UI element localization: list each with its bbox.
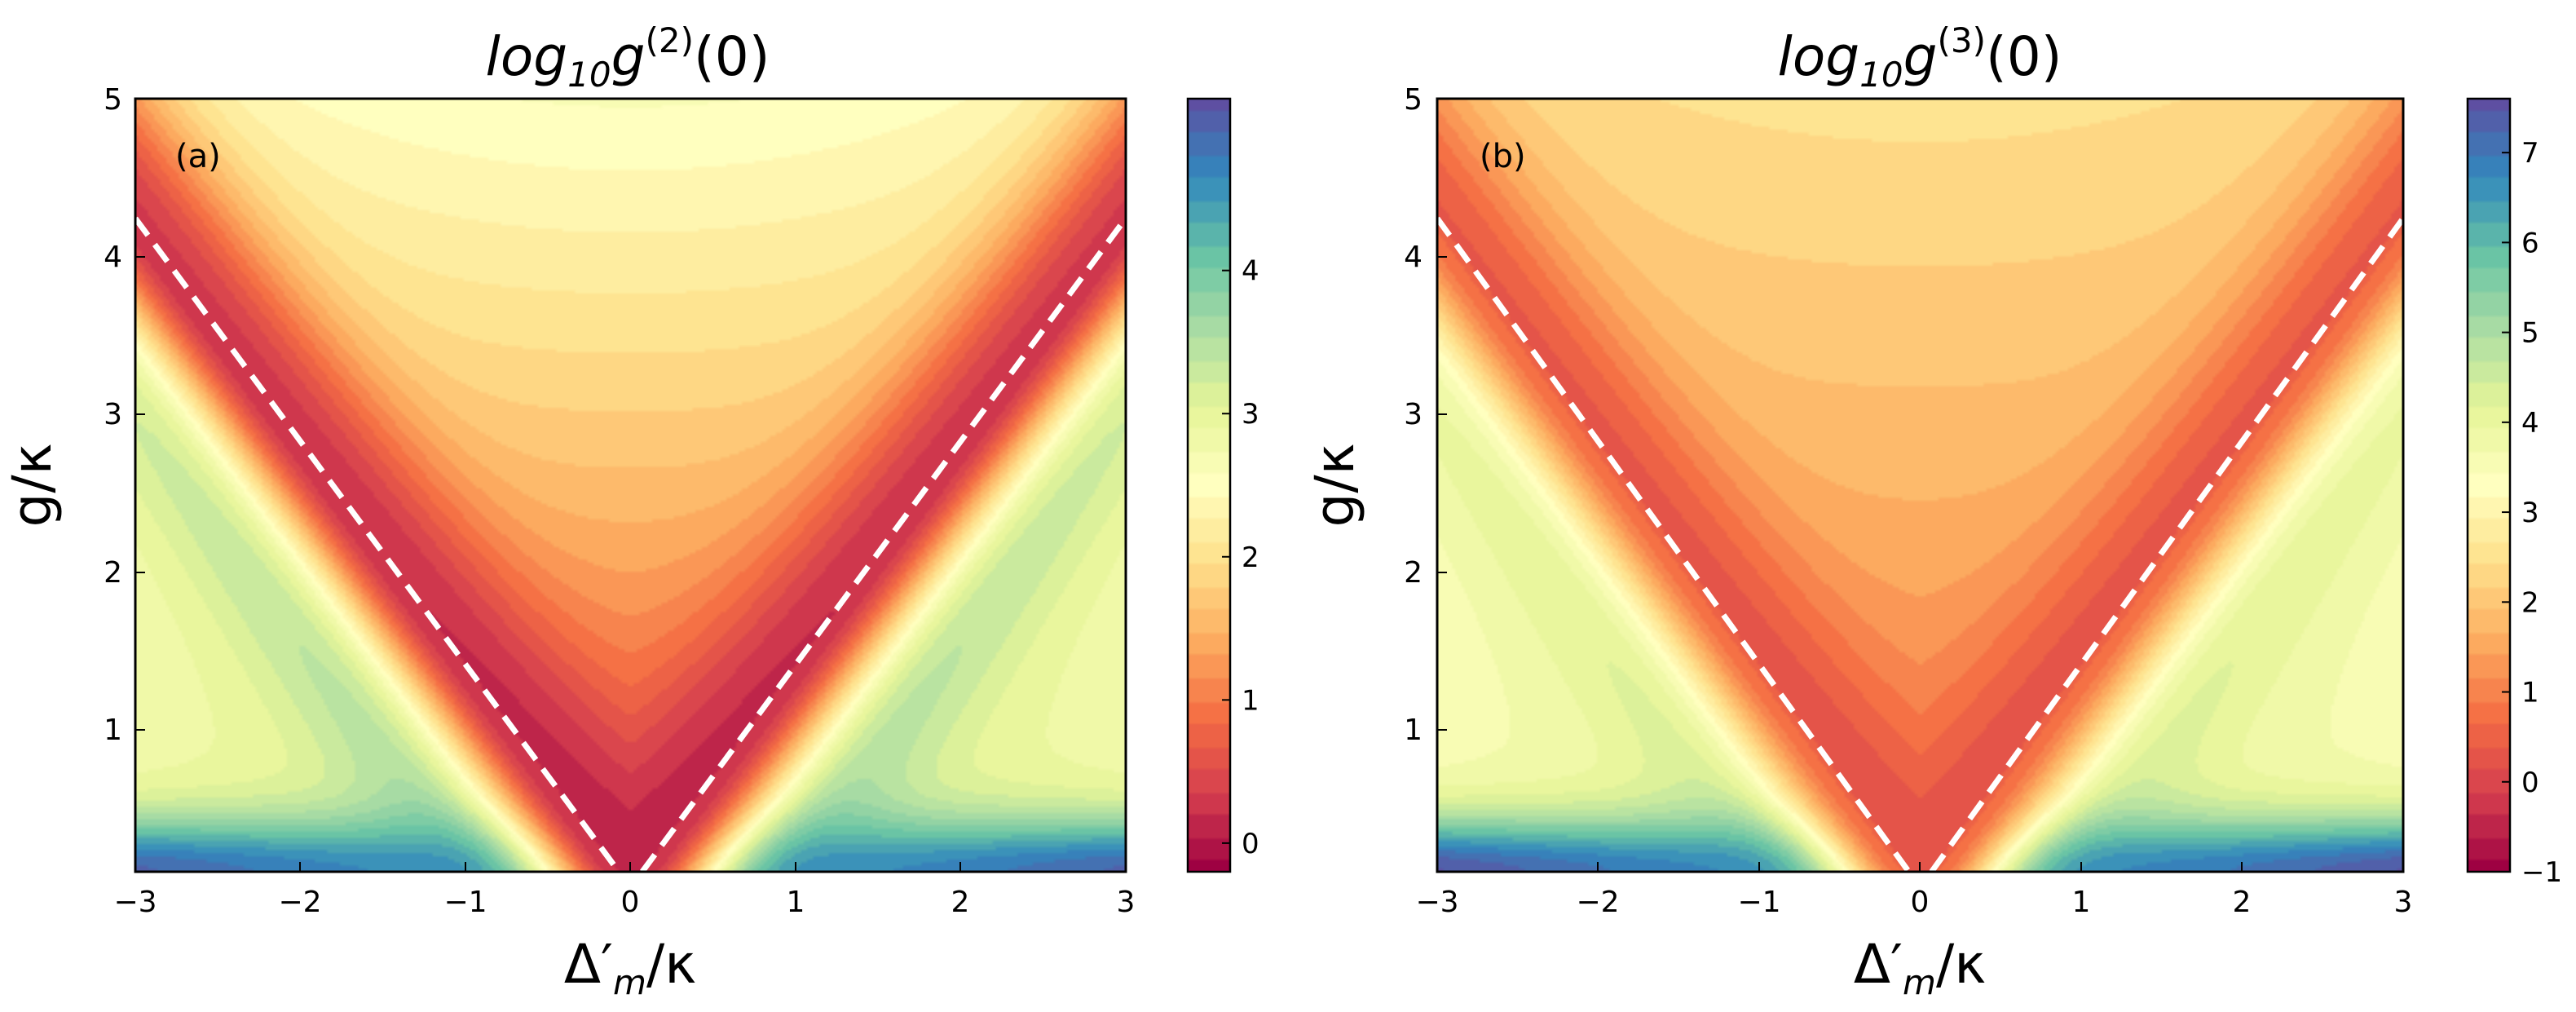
panel-b-x-tick: −1 <box>1737 886 1780 919</box>
panel-a-x-tick: −2 <box>278 886 321 919</box>
panel-a-y-tick: 4 <box>104 241 122 274</box>
panel-a-dashed-line-right <box>640 216 1128 874</box>
panel-a-heatmap <box>135 99 1126 872</box>
colorbar-tick-label: 2 <box>2521 586 2539 619</box>
panel-b-x-tick: 2 <box>2233 886 2252 919</box>
panel-b-title: log10g(3)(0) <box>1778 20 2062 95</box>
panel-a-x-tick: 0 <box>621 886 640 919</box>
colorbar-tick-label: 3 <box>1242 398 1259 431</box>
panel-b-y-tick: 3 <box>1404 398 1423 431</box>
panel-b-heatmap <box>1437 99 2403 872</box>
panel-a-x-ticks: −3 −2 −1 0 1 2 3 <box>113 862 1135 919</box>
panel-b-xlabel: Δ′m/κ <box>1854 933 1986 1002</box>
colorbar-tick-label: 1 <box>1242 684 1259 717</box>
panel-b-ylabel: g/κ <box>1303 443 1366 527</box>
colorbar-tick-label: 7 <box>2521 137 2539 170</box>
panel-a-label: (a) <box>175 138 221 175</box>
panel-a-x-tick: 2 <box>951 886 970 919</box>
panel-b-y-tick: 4 <box>1404 241 1423 274</box>
colorbar-tick-label: 5 <box>2521 317 2539 350</box>
panel-a-xlabel: Δ′m/κ <box>564 933 696 1002</box>
panel-a-x-tick: −3 <box>113 886 157 919</box>
panel-a-colorbar-ticks: 0 1 2 3 4 <box>1222 255 1259 860</box>
panel-a-ylabel: g/κ <box>1 443 64 527</box>
panel-b-y-ticks: 1 2 3 4 5 <box>1404 83 1447 747</box>
panel-a-x-tick: 3 <box>1117 886 1136 919</box>
panel-b-dashed-line-right <box>1929 216 2406 874</box>
panel-b: log10g(3)(0) (b) 1 2 3 4 5 −3 −2 −1 0 1 … <box>1303 20 2562 1002</box>
panel-a-colorbar <box>1188 99 1230 872</box>
colorbar-tick-label: 4 <box>2521 407 2539 440</box>
colorbar-tick-label: 0 <box>1242 828 1259 860</box>
colorbar-tick-label: 4 <box>1242 255 1259 288</box>
colorbar-tick-label: 1 <box>2521 677 2539 709</box>
panel-a-x-tick: −1 <box>443 886 487 919</box>
colorbar-tick-label: 6 <box>2521 227 2539 259</box>
panel-b-y-tick: 1 <box>1404 714 1423 747</box>
panel-b-x-tick: −3 <box>1415 886 1458 919</box>
panel-a-dashed-line-left <box>133 216 621 874</box>
panel-b-y-tick: 2 <box>1404 556 1423 590</box>
panel-b-x-tick: 0 <box>1911 886 1930 919</box>
colorbar-tick-label: −1 <box>2521 856 2562 889</box>
panel-b-x-tick: 1 <box>2072 886 2091 919</box>
panel-a-colorbar-frame <box>1186 97 1232 873</box>
panel-a-y-tick: 3 <box>104 398 122 431</box>
colorbar-tick-label: 3 <box>2521 497 2539 529</box>
panel-b-dashed-line-left <box>1435 216 1912 874</box>
panel-a-y-tick: 1 <box>104 714 122 747</box>
panel-a-y-ticks: 1 2 3 4 5 <box>104 83 145 747</box>
panel-b-x-ticks: −3 −2 −1 0 1 2 3 <box>1415 862 2412 919</box>
panel-a-title: log10g(2)(0) <box>486 20 770 95</box>
panel-a-x-tick: 1 <box>787 886 805 919</box>
panel-b-colorbar <box>2468 99 2510 872</box>
panel-b-label: (b) <box>1480 138 1526 175</box>
panel-b-x-tick: 3 <box>2394 886 2413 919</box>
colorbar-tick-label: 2 <box>1242 541 1259 574</box>
colorbar-tick-label: 0 <box>2521 767 2539 799</box>
panel-b-colorbar-frame <box>2466 97 2512 873</box>
panel-a-y-tick: 5 <box>104 83 122 117</box>
panel-b-colorbar-ticks: −1 0 1 2 3 4 5 6 7 <box>2502 137 2562 889</box>
panel-a-y-tick: 2 <box>104 556 122 590</box>
panel-a: log10g(2)(0) (a) 1 2 3 4 5 −3 −2 −1 0 1 … <box>1 20 1259 1002</box>
panel-b-x-tick: −2 <box>1576 886 1619 919</box>
panel-b-y-tick: 5 <box>1404 83 1423 117</box>
